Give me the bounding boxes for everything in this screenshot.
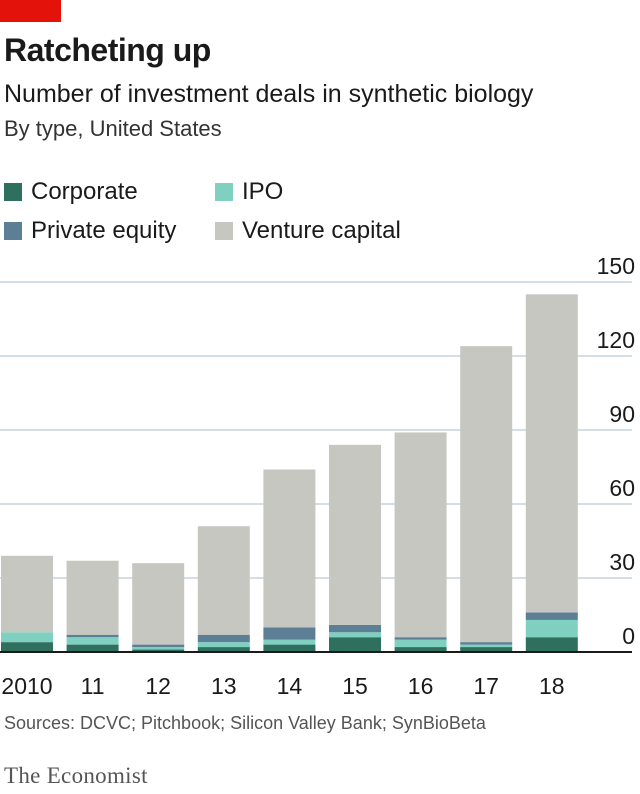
legend-label-corporate: Corporate (31, 178, 138, 205)
legend-swatch-private-equity (4, 222, 22, 240)
legend-label-private-equity: Private equity (31, 217, 177, 244)
bar-13-corporate (197, 647, 250, 652)
bar-17-private-equity (460, 642, 513, 645)
x-tick-label-14: 14 (277, 673, 303, 699)
x-tick-label-11: 11 (81, 673, 105, 699)
bar-12-private-equity (132, 644, 185, 648)
legend-item-venture-capital: Venture capital (215, 217, 401, 245)
y-tick-label-0: 0 (622, 623, 635, 649)
bar-13-private-equity (197, 634, 250, 643)
x-tick-label-13: 13 (211, 673, 237, 699)
y-tick-label-30: 30 (609, 549, 635, 575)
bar-15-venture-capital (329, 444, 381, 625)
bar-11-venture-capital (66, 560, 119, 635)
bar-2010-ipo (1, 632, 53, 643)
x-tick-label-15: 15 (342, 673, 368, 699)
bar-12-venture-capital (132, 563, 185, 645)
bar-15-private-equity (329, 624, 381, 633)
economist-logo: The Economist (4, 763, 148, 788)
legend-item-private-equity: Private equity (4, 217, 176, 245)
bar-14-private-equity (263, 627, 316, 640)
legend-swatch-ipo (215, 183, 233, 201)
bar-16-venture-capital (394, 432, 447, 638)
y-tick-label-120: 120 (597, 327, 635, 353)
bar-11-private-equity (66, 634, 119, 638)
bar-13-venture-capital (197, 526, 250, 635)
bar-18-ipo (525, 619, 578, 638)
chart-subsubtitle: By type, United States (4, 116, 222, 141)
bar-13-ipo (197, 642, 250, 648)
bar-11-corporate (66, 644, 119, 652)
sources-note: Sources: DCVC; Pitchbook; Silicon Valley… (4, 713, 486, 733)
chart-subtitle: Number of investment deals in synthetic … (4, 80, 534, 108)
bar-16-corporate (394, 647, 447, 652)
legend-swatch-venture-capital (215, 222, 233, 240)
bar-16-private-equity (394, 637, 447, 640)
bar-15-corporate (329, 637, 381, 652)
x-tick-label-16: 16 (408, 673, 434, 699)
legend-label-ipo: IPO (242, 178, 284, 205)
bar-12-corporate (132, 649, 185, 652)
bar-14-corporate (263, 644, 316, 652)
bar-14-venture-capital (263, 469, 316, 628)
y-tick-label-150: 150 (597, 253, 635, 279)
bar-17-ipo (460, 644, 513, 648)
bar-18-venture-capital (525, 294, 578, 613)
legend-label-venture-capital: Venture capital (242, 217, 401, 244)
legend-swatch-corporate (4, 183, 22, 201)
bar-16-ipo (394, 639, 447, 648)
bar-15-ipo (329, 632, 381, 638)
bar-18-corporate (525, 637, 578, 652)
bar-2010-venture-capital (1, 555, 53, 633)
bar-14-ipo (263, 639, 316, 645)
x-tick-label-17: 17 (473, 673, 499, 699)
x-tick-label-2010: 2010 (1, 673, 52, 699)
bar-18-private-equity (525, 612, 578, 620)
bar-17-corporate (460, 647, 513, 652)
legend-item-corporate: Corporate (4, 178, 138, 206)
bar-2010-corporate (1, 642, 53, 652)
x-tick-label-18: 18 (539, 673, 565, 699)
legend-item-ipo: IPO (215, 178, 283, 206)
y-tick-label-90: 90 (609, 401, 635, 427)
legend: Corporate IPO Private equity Venture cap… (0, 172, 640, 252)
chart-title: Ratcheting up (4, 32, 211, 68)
bar-11-ipo (66, 637, 119, 645)
stacked-bar-chart: 2010 11 12 13 14 15 16 17 18 0 30 60 90 120 150 (0, 253, 635, 699)
y-tick-label-60: 60 (609, 475, 635, 501)
x-tick-label-12: 12 (145, 673, 171, 699)
brand-red-tag (0, 0, 61, 22)
bar-17-venture-capital (460, 346, 513, 643)
bar-12-ipo (132, 647, 185, 650)
